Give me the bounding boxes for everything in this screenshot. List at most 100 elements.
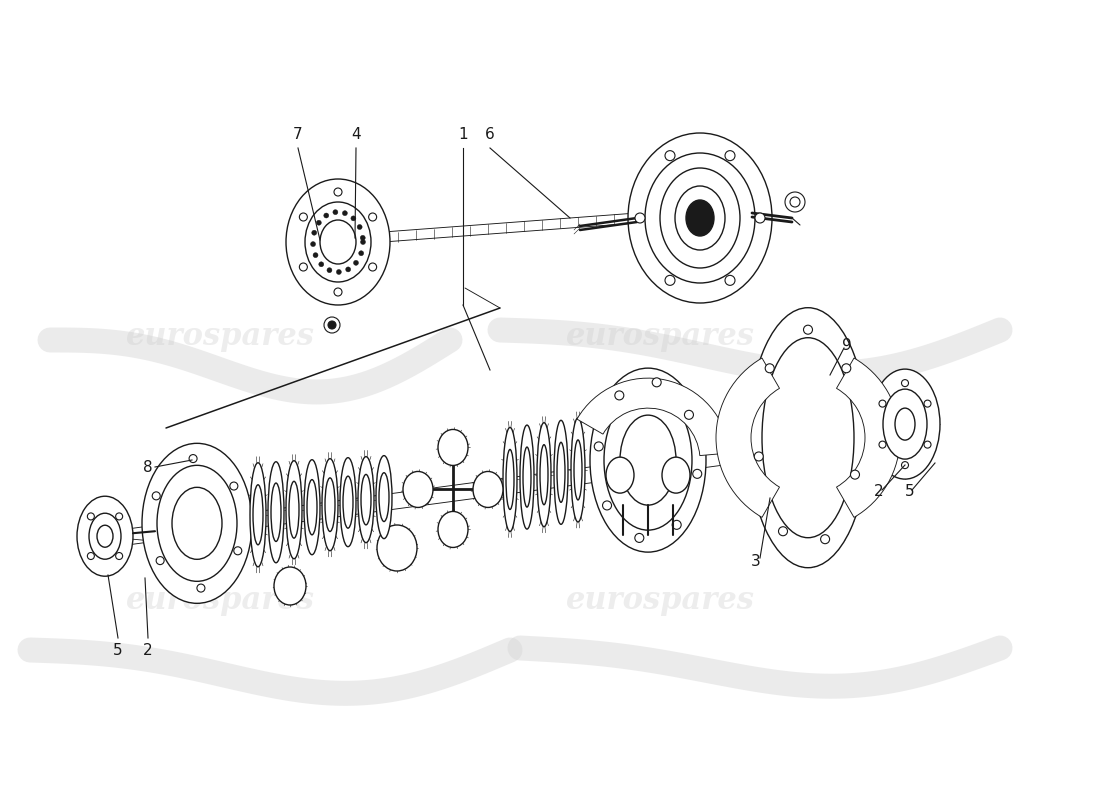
Circle shape xyxy=(234,546,242,554)
Circle shape xyxy=(342,210,348,216)
Ellipse shape xyxy=(157,466,236,582)
Text: 3: 3 xyxy=(751,554,761,570)
Ellipse shape xyxy=(645,153,755,283)
Circle shape xyxy=(299,213,307,221)
Ellipse shape xyxy=(304,460,320,554)
Text: 2: 2 xyxy=(143,643,153,658)
Circle shape xyxy=(156,557,164,565)
Circle shape xyxy=(803,326,813,334)
Circle shape xyxy=(230,482,238,490)
Circle shape xyxy=(766,364,774,373)
Ellipse shape xyxy=(537,422,551,526)
Circle shape xyxy=(361,235,365,240)
Circle shape xyxy=(323,213,329,218)
Circle shape xyxy=(693,470,702,478)
Circle shape xyxy=(189,454,197,462)
Text: 7: 7 xyxy=(294,127,302,142)
Ellipse shape xyxy=(554,420,568,524)
Text: 4: 4 xyxy=(351,127,361,142)
Ellipse shape xyxy=(358,457,374,542)
Ellipse shape xyxy=(340,458,356,546)
Circle shape xyxy=(87,513,95,520)
Circle shape xyxy=(317,220,321,226)
Circle shape xyxy=(333,210,338,214)
Circle shape xyxy=(879,400,886,407)
Ellipse shape xyxy=(506,450,514,510)
Circle shape xyxy=(902,380,909,386)
Ellipse shape xyxy=(503,427,517,531)
Circle shape xyxy=(594,442,603,451)
Circle shape xyxy=(368,213,376,221)
Text: eurospares: eurospares xyxy=(125,321,315,351)
Circle shape xyxy=(842,364,850,373)
Ellipse shape xyxy=(376,456,392,538)
Text: eurospares: eurospares xyxy=(125,585,315,615)
Circle shape xyxy=(635,213,645,223)
Text: eurospares: eurospares xyxy=(565,585,755,615)
Ellipse shape xyxy=(289,482,299,538)
Ellipse shape xyxy=(883,389,927,459)
Ellipse shape xyxy=(377,525,417,571)
Text: 5: 5 xyxy=(905,485,915,499)
Ellipse shape xyxy=(343,476,353,528)
Text: 2: 2 xyxy=(874,485,883,499)
Ellipse shape xyxy=(320,220,356,264)
Circle shape xyxy=(603,501,612,510)
Ellipse shape xyxy=(686,200,714,236)
Ellipse shape xyxy=(250,462,266,566)
Circle shape xyxy=(902,462,909,469)
Circle shape xyxy=(779,526,788,536)
Circle shape xyxy=(334,188,342,196)
Circle shape xyxy=(850,470,859,479)
Ellipse shape xyxy=(142,443,252,603)
Circle shape xyxy=(327,268,332,273)
Circle shape xyxy=(345,267,351,272)
Circle shape xyxy=(725,150,735,161)
Circle shape xyxy=(684,410,693,419)
Circle shape xyxy=(666,275,675,286)
Ellipse shape xyxy=(286,179,390,305)
Ellipse shape xyxy=(540,445,548,505)
Circle shape xyxy=(328,321,336,329)
Circle shape xyxy=(755,213,764,223)
Ellipse shape xyxy=(590,368,706,552)
Circle shape xyxy=(324,317,340,333)
Text: 6: 6 xyxy=(485,127,495,142)
Circle shape xyxy=(924,441,931,448)
Text: 9: 9 xyxy=(843,338,851,353)
Wedge shape xyxy=(716,358,780,518)
Circle shape xyxy=(358,225,362,230)
Ellipse shape xyxy=(379,473,389,522)
Circle shape xyxy=(337,270,341,274)
Ellipse shape xyxy=(268,462,284,562)
Circle shape xyxy=(879,441,886,448)
Ellipse shape xyxy=(253,485,263,545)
Ellipse shape xyxy=(522,447,531,507)
Circle shape xyxy=(116,553,122,559)
Ellipse shape xyxy=(322,458,338,550)
Ellipse shape xyxy=(620,415,676,505)
Circle shape xyxy=(821,534,829,544)
Ellipse shape xyxy=(361,474,371,525)
Circle shape xyxy=(310,242,316,246)
Circle shape xyxy=(314,253,318,258)
Circle shape xyxy=(359,250,364,256)
Ellipse shape xyxy=(286,461,302,558)
Circle shape xyxy=(790,197,800,207)
Ellipse shape xyxy=(97,526,113,547)
Circle shape xyxy=(353,260,359,266)
Circle shape xyxy=(152,492,161,500)
Ellipse shape xyxy=(89,514,121,559)
Circle shape xyxy=(368,263,376,271)
Ellipse shape xyxy=(324,478,336,531)
Circle shape xyxy=(725,275,735,286)
Circle shape xyxy=(311,230,317,235)
Ellipse shape xyxy=(628,133,772,303)
Ellipse shape xyxy=(77,496,133,576)
Ellipse shape xyxy=(660,168,740,268)
Ellipse shape xyxy=(520,425,534,529)
Ellipse shape xyxy=(172,487,222,559)
Ellipse shape xyxy=(438,430,468,466)
Text: 8: 8 xyxy=(143,459,153,474)
Ellipse shape xyxy=(870,369,940,479)
